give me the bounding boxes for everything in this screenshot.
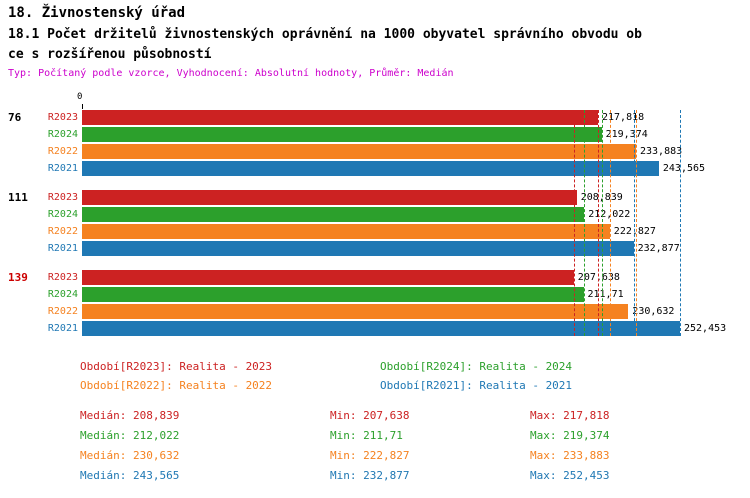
bar-row: 139 R2023 207,638 bbox=[0, 270, 750, 285]
bar-R2023 bbox=[82, 190, 577, 205]
bar-R2022 bbox=[82, 224, 610, 239]
series-label-R2022: R2022 bbox=[47, 306, 78, 317]
series-max-line-R2024 bbox=[601, 110, 603, 336]
series-label-R2022: R2022 bbox=[47, 146, 78, 157]
series-label-R2024: R2024 bbox=[47, 129, 78, 140]
stat-min-R2024: Min: 211,71 bbox=[330, 429, 403, 442]
group-label: 76 bbox=[8, 111, 22, 124]
bar-row: 76 R2023 217,818 bbox=[0, 110, 750, 125]
bar-row: R2021 243,565 bbox=[0, 161, 750, 176]
chart-area: 76 R2023 217,818 R2024 219,374 R2022 233,883 R2… bbox=[0, 110, 750, 336]
bar-R2024 bbox=[82, 207, 585, 222]
bar-value-label: 217,818 bbox=[602, 112, 645, 123]
page-subtitle-line2: ce s rozšířenou působností bbox=[8, 47, 212, 62]
stat-median-R2024: Medián: 212,022 bbox=[80, 429, 180, 442]
bar-R2022 bbox=[82, 144, 636, 159]
legend-R2023: Období[R2023]: Realita - 2023 bbox=[80, 360, 273, 373]
series-label-R2023: R2023 bbox=[47, 272, 78, 283]
bar-row: R2022 230,632 bbox=[0, 304, 750, 319]
bar-R2024 bbox=[82, 127, 602, 142]
series-min-line-R2023 bbox=[573, 110, 575, 336]
bar-R2023 bbox=[82, 270, 574, 285]
stat-max-R2024: Max: 219,374 bbox=[530, 429, 610, 442]
bar-value-label: 233,883 bbox=[640, 146, 683, 157]
bar-row: 111 R2023 208,839 bbox=[0, 190, 750, 205]
bar-value-label: 243,565 bbox=[662, 163, 706, 174]
bar-row: R2021 252,453 bbox=[0, 321, 750, 336]
bar-R2022 bbox=[82, 304, 629, 319]
series-min-line-R2022 bbox=[609, 110, 611, 336]
bar-value-label: 222,827 bbox=[613, 226, 656, 237]
series-label-R2024: R2024 bbox=[47, 209, 78, 220]
page-title: 18. Živnostenský úřad bbox=[8, 5, 186, 21]
bar-row: R2022 222,827 bbox=[0, 224, 750, 239]
bar-value-label: 212,022 bbox=[588, 209, 631, 220]
axis-zero-tick bbox=[82, 104, 83, 109]
bar-R2021 bbox=[82, 241, 634, 256]
group-label: 111 bbox=[8, 191, 28, 204]
bar-row: R2022 233,883 bbox=[0, 144, 750, 159]
series-min-line-R2021 bbox=[633, 110, 635, 336]
bar-value-label: 252,453 bbox=[684, 323, 727, 334]
series-label-R2023: R2023 bbox=[47, 192, 78, 203]
bar-value-label: 232,877 bbox=[637, 243, 680, 254]
series-max-line-R2022 bbox=[636, 110, 637, 336]
axis-zero-label: 0 bbox=[77, 92, 83, 102]
bar-value-label: 230,632 bbox=[632, 306, 675, 317]
series-label-R2021: R2021 bbox=[47, 243, 78, 254]
series-max-line-R2021 bbox=[680, 110, 681, 336]
bar-value-label: 211,71 bbox=[587, 289, 624, 300]
bar-R2021 bbox=[82, 161, 659, 176]
bar-row: R2024 212,022 bbox=[0, 207, 750, 222]
legend-R2022: Období[R2022]: Realita - 2022 bbox=[80, 379, 273, 392]
page-subtitle-line1: 18.1 Počet držitelů živnostenských opráv… bbox=[8, 27, 642, 42]
series-label-R2021: R2021 bbox=[47, 323, 78, 334]
legend-R2024: Období[R2024]: Realita - 2024 bbox=[380, 360, 573, 373]
stat-min-R2023: Min: 207,638 bbox=[330, 409, 410, 422]
bar-R2024 bbox=[82, 287, 584, 302]
stat-min-R2021: Min: 232,877 bbox=[330, 469, 410, 482]
bar-row: R2024 211,71 bbox=[0, 287, 750, 302]
stat-median-R2023: Medián: 208,839 bbox=[80, 409, 180, 422]
series-label-R2023: R2023 bbox=[47, 112, 78, 123]
stat-median-R2021: Medián: 243,565 bbox=[80, 469, 180, 482]
stat-median-R2022: Medián: 230,632 bbox=[80, 449, 180, 462]
bar-value-label: 219,374 bbox=[605, 129, 648, 140]
stat-max-R2021: Max: 252,453 bbox=[530, 469, 610, 482]
legend-R2021: Období[R2021]: Realita - 2021 bbox=[380, 379, 573, 392]
chart-meta: Typ: Počítaný podle vzorce, Vyhodnocení:… bbox=[8, 68, 454, 79]
series-label-R2024: R2024 bbox=[47, 289, 78, 300]
series-label-R2022: R2022 bbox=[47, 226, 78, 237]
series-max-line-R2023 bbox=[598, 110, 599, 336]
bar-row: R2024 219,374 bbox=[0, 127, 750, 142]
stat-min-R2022: Min: 222,827 bbox=[330, 449, 410, 462]
series-min-line-R2024 bbox=[583, 110, 585, 336]
stat-max-R2023: Max: 217,818 bbox=[530, 409, 610, 422]
group-label: 139 bbox=[8, 271, 28, 284]
stat-max-R2022: Max: 233,883 bbox=[530, 449, 610, 462]
bar-R2021 bbox=[82, 321, 680, 336]
bar-R2023 bbox=[82, 110, 598, 125]
series-label-R2021: R2021 bbox=[47, 163, 78, 174]
bar-row: R2021 232,877 bbox=[0, 241, 750, 256]
